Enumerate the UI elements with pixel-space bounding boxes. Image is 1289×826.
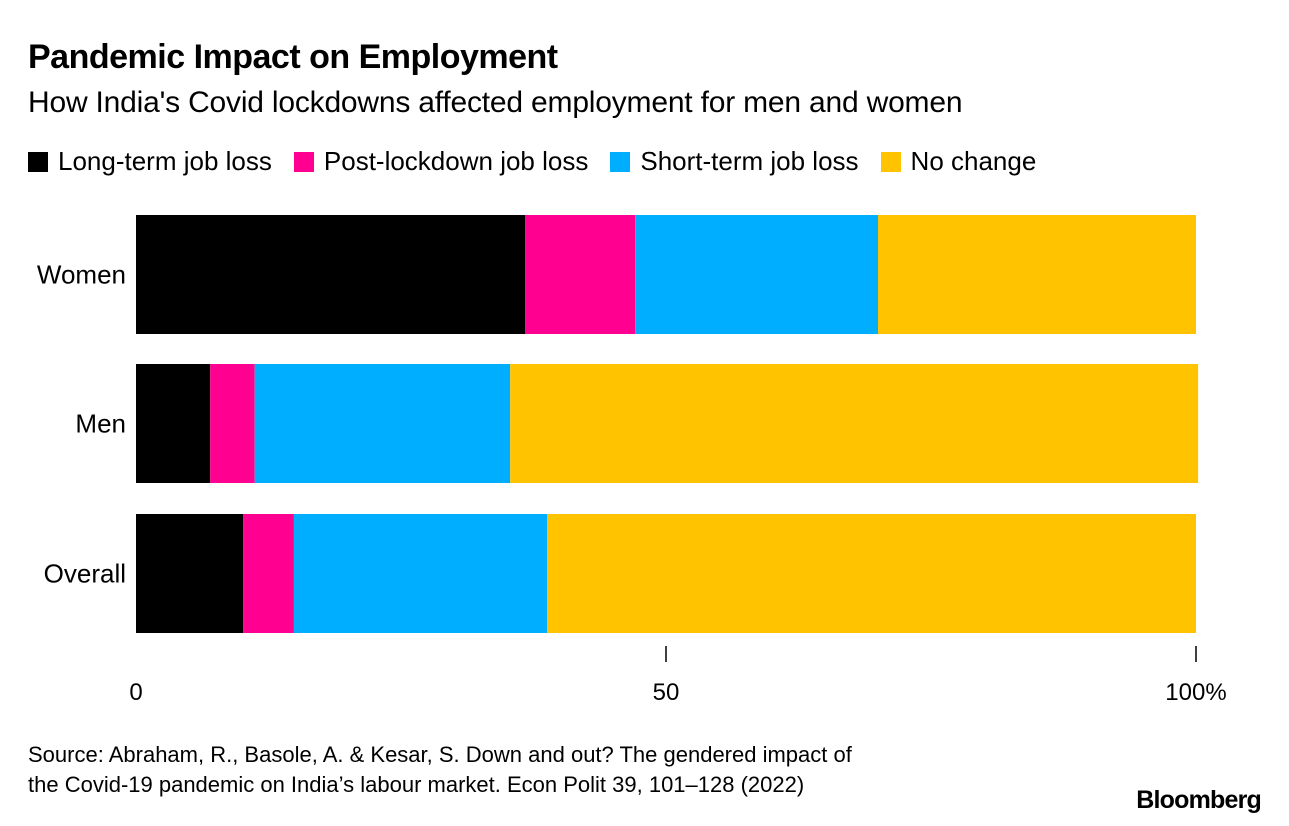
bar-segment-overall-1 bbox=[243, 514, 294, 633]
legend-label-post-lockdown: Post-lockdown job loss bbox=[323, 146, 589, 176]
source-line-1: Source: Abraham, R., Basole, A. & Kesar,… bbox=[28, 742, 852, 767]
category-label-women: Women bbox=[37, 260, 126, 290]
stacked-bar-chart: Women Men Overall 0 50 100% bbox=[37, 215, 1227, 706]
legend-label-long-term: Long-term job loss bbox=[58, 146, 272, 176]
legend-swatch-post-lockdown bbox=[293, 151, 314, 172]
chart-title: Pandemic Impact on Employment bbox=[28, 38, 558, 76]
bar-segment-women-0 bbox=[136, 215, 526, 334]
legend-item-post-lockdown: Post-lockdown job loss bbox=[293, 146, 589, 177]
legend-item-short-term: Short-term job loss bbox=[610, 146, 859, 177]
x-tick-label-2: 100% bbox=[1165, 679, 1226, 706]
bar-segment-men-3 bbox=[510, 364, 1199, 483]
bar-segment-women-2 bbox=[635, 215, 878, 334]
bar-segment-men-2 bbox=[254, 364, 511, 483]
bar-segment-women-1 bbox=[525, 215, 636, 334]
legend-label-short-term: Short-term job loss bbox=[640, 146, 859, 176]
bloomberg-logo: Bloomberg bbox=[1136, 786, 1262, 814]
bar-segment-men-1 bbox=[210, 364, 255, 483]
chart-subtitle: How India's Covid lockdowns affected emp… bbox=[28, 86, 963, 119]
bar-segment-overall-0 bbox=[136, 514, 244, 633]
bar-segment-overall-3 bbox=[547, 514, 1196, 633]
legend-swatch-no-change bbox=[880, 151, 901, 172]
legend-label-no-change: No change bbox=[910, 146, 1037, 176]
x-tick-label-0: 0 bbox=[129, 679, 142, 706]
bar-segment-overall-2 bbox=[293, 514, 548, 633]
legend-swatch-long-term bbox=[28, 151, 48, 172]
legend-item-long-term: Long-term job loss bbox=[28, 146, 272, 177]
legend-item-no-change: No change bbox=[880, 146, 1037, 177]
category-label-overall: Overall bbox=[44, 559, 126, 589]
category-label-men: Men bbox=[75, 409, 126, 439]
bar-segment-women-3 bbox=[878, 215, 1196, 334]
legend-swatch-short-term bbox=[610, 151, 631, 172]
source-note: Source: Abraham, R., Basole, A. & Kesar,… bbox=[28, 740, 1078, 800]
x-tick-label-1: 50 bbox=[653, 679, 680, 706]
legend: Long-term job loss Post-lockdown job los… bbox=[28, 146, 1058, 177]
bar-segment-men-0 bbox=[136, 364, 211, 483]
source-line-2: the Covid-19 pandemic on India’s labour … bbox=[28, 772, 805, 797]
